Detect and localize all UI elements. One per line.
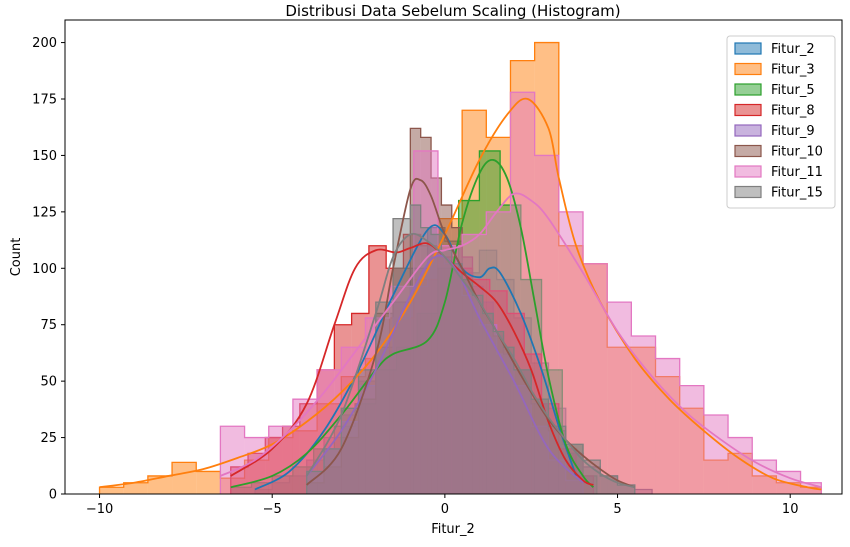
kde-line-fitur-11 [220,192,822,489]
legend: Fitur_2 Fitur_3 Fitur_5 Fitur_8 Fitur_9 Fitur… [726,35,836,209]
histogram-bin [123,482,148,494]
histogram-bin [531,399,549,494]
histogram-bin [679,385,704,494]
legend-item: Fitur_3 [734,62,815,78]
histogram-bin [451,263,463,494]
y-tick-label: 150 [32,149,57,164]
histogram-bin [472,295,483,494]
axes-frame [64,19,843,495]
histogram-bin [147,475,173,494]
histogram-bin [462,279,473,494]
histogram-bin [703,415,729,494]
y-tick-label: 125 [32,205,57,220]
histogram-bin [728,437,753,494]
legend-box [726,35,836,209]
chart-title: Distribusi Data Sebelum Scaling (Histogr… [285,2,620,20]
legend-label: Fitur_9 [771,124,815,139]
legend-item: Fitur_10 [734,144,823,160]
y-axis-ticks: 0 25 50 75 100 125 150 175 200 [32,36,65,503]
histogram-bin [420,227,432,494]
legend-label: Fitur_3 [771,63,815,78]
x-tick-label: 0 [441,502,449,517]
histogram-bin [752,460,777,494]
legend-label: Fitur_5 [771,83,815,98]
histogram-bin [375,302,394,494]
kde-line-fitur-3 [99,97,822,491]
y-tick-label: 50 [40,375,57,390]
histogram-bin [196,471,221,494]
histogram-bin [607,302,632,494]
x-axis-ticks: −10 −5 0 5 10 [86,494,799,517]
y-tick-label: 25 [40,431,57,446]
legend-label: Fitur_11 [771,165,823,180]
legend-label: Fitur_15 [771,186,823,201]
kde-line-fitur-10 [306,177,636,489]
legend-swatch [734,124,762,137]
histogram-bin [358,369,376,494]
legend-swatch [734,103,762,117]
legend-label: Fitur_8 [771,104,815,119]
histogram-bin [441,250,452,494]
legend-label: Fitur_2 [771,42,815,57]
legend-item: Fitur_8 [734,103,815,119]
histogram-bin [493,331,504,494]
legend-swatch [734,42,762,55]
legend-swatch [734,62,762,76]
legend-swatch [734,144,762,158]
y-axis-label: Count [9,238,24,277]
legend-swatch [734,83,762,96]
x-axis-label: Fitur_2 [431,522,475,537]
histogram-bin [268,426,293,494]
histogram-bin [341,408,359,494]
histogram-bin [631,336,656,494]
legend-item: Fitur_15 [734,185,823,201]
x-tick-label: −5 [263,502,282,517]
histogram-bin [172,462,197,494]
legend-item: Fitur_11 [734,165,823,180]
histogram-bin [655,358,680,494]
legend-swatch [734,185,762,199]
y-tick-label: 0 [49,488,57,503]
histogram-bin [410,205,421,495]
histogram-bin [324,448,342,494]
histogram-bin [583,460,601,494]
kde-line-fitur-15 [305,232,636,489]
y-tick-label: 175 [32,93,57,108]
histogram-bin [583,263,608,494]
histogram-bin [513,369,532,494]
x-tick-label: 5 [613,502,621,517]
legend-swatch [734,165,762,178]
histogram-step-outline [219,91,822,494]
y-tick-label: 200 [32,36,57,51]
histogram-bin [306,471,324,494]
histogram-bin [617,484,635,494]
series-fitur-15 [306,204,636,495]
histogram-bin [482,313,494,494]
legend-item: Fitur_2 [734,42,815,57]
legend-item: Fitur_5 [734,83,815,98]
legend-item: Fitur_9 [734,124,815,139]
x-tick-label: 10 [782,502,799,517]
histogram-bars [98,41,822,495]
y-tick-label: 100 [32,262,57,277]
histogram-bin [431,234,442,494]
histogram-bin [99,487,124,494]
y-tick-label: 75 [40,318,57,333]
histogram-bin [503,347,514,494]
legend-label: Fitur_10 [771,145,823,160]
kde-curves [99,97,822,491]
x-tick-label: −10 [86,502,113,517]
